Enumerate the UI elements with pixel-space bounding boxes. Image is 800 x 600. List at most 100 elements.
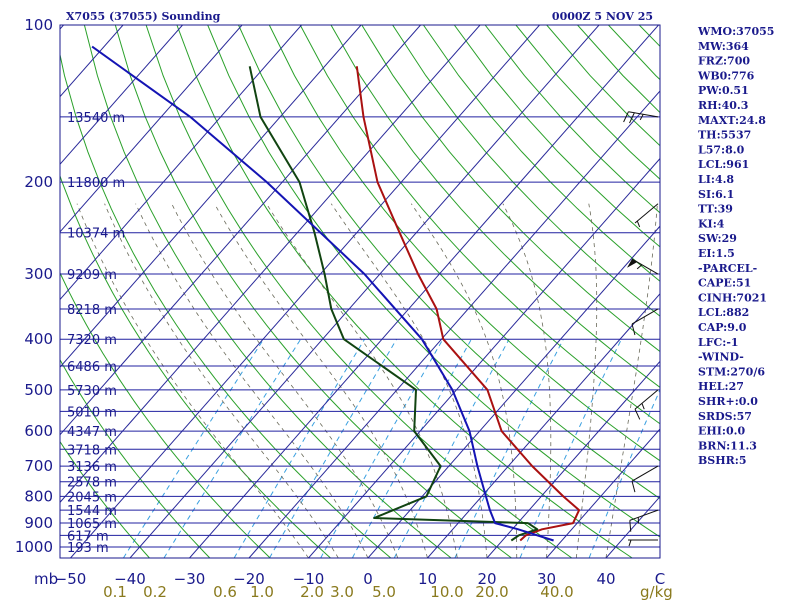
height-label: 4347 m (67, 425, 117, 440)
pressure-tick-label: 500 (24, 381, 53, 399)
wind-barb-flag (634, 408, 641, 420)
wind-barb-flag (623, 111, 629, 123)
dry-adiabat-line (330, 25, 660, 388)
height-label: 13540 m (67, 111, 125, 126)
temperature-tick-label: −10 (293, 570, 325, 588)
stat-line: FRZ:700 (698, 55, 750, 68)
stat-line: RH:40.3 (698, 99, 748, 112)
height-label: 8218 m (67, 303, 117, 318)
plot-border (59, 24, 661, 559)
stat-line: SW:29 (698, 232, 737, 245)
stat-line: MW:364 (698, 40, 749, 53)
stat-line: MAXT:24.8 (698, 114, 766, 127)
height-label: 1065 m (67, 517, 117, 532)
wind-barb-half-flag (628, 539, 632, 547)
isotherm-line (546, 428, 660, 558)
dry-adiabat-line (361, 25, 660, 353)
moist-adiabat-line (214, 203, 428, 558)
stat-line: CINH:7021 (698, 291, 767, 304)
dry-adiabat-line (145, 25, 573, 558)
mixing-ratio-tick-label: 3.0 (330, 583, 354, 600)
pressure-tick-label: 900 (24, 514, 53, 532)
moist-adiabat-line (502, 203, 552, 558)
mixing-ratio-tick-label: 0.1 (103, 583, 127, 600)
wind-barb (627, 258, 659, 275)
mixing-ratio-line (351, 338, 472, 558)
temperature-tick-label: 0 (363, 570, 373, 588)
wind-barb-half-flag (636, 220, 641, 228)
wind-barb-staff (631, 308, 659, 325)
chart-series (91, 45, 581, 542)
height-label: 3136 m (67, 460, 117, 475)
wind-barb (634, 203, 659, 228)
isotherm-line (60, 25, 421, 436)
height-label: 1544 m (67, 504, 117, 519)
mixing-ratio-line (122, 338, 265, 558)
height-label: 617 m (67, 529, 109, 544)
isotherm-line (60, 25, 183, 166)
wind-barb (634, 389, 659, 420)
plot-frame (59, 24, 661, 559)
temperature-tick-label: −20 (233, 570, 265, 588)
wind-barb-half-flag (636, 264, 643, 270)
wind-barb (631, 465, 659, 493)
moist-adiabat-line (410, 203, 518, 558)
dry-adiabat-line (60, 440, 150, 558)
chart-grid (60, 25, 660, 558)
mixing-ratio-unit-label: g/kg (640, 583, 673, 600)
wind-barb (629, 509, 659, 532)
height-label: 3718 m (67, 443, 117, 458)
isotherm-line (308, 157, 660, 558)
height-label: 7320 m (67, 333, 117, 348)
dry-adiabat-line (60, 271, 271, 558)
stat-line: EI:1.5 (698, 247, 735, 260)
isotherm-line (486, 360, 660, 558)
wind-barb-half-flag (641, 403, 645, 410)
pressure-tick-label: 600 (24, 422, 53, 440)
stat-line: HEL:27 (698, 380, 744, 393)
stat-line: CAP:9.0 (698, 321, 747, 334)
isotherm-line (60, 25, 243, 233)
height-label: 5730 m (67, 384, 117, 399)
wind-barb-flag (629, 520, 632, 532)
mixing-ratio-line (519, 338, 622, 558)
wind-barb-flag (631, 480, 636, 493)
temperature-profile-line (355, 66, 581, 542)
stat-line: -PARCEL- (698, 262, 757, 275)
stat-line: TH:5537 (698, 129, 751, 142)
moist-adiabat-line (171, 203, 399, 558)
stat-line: WMO:37055 (697, 25, 774, 38)
stat-line: SI:6.1 (698, 188, 734, 201)
mixing-ratio-tick-label: 5.0 (372, 583, 396, 600)
stat-line: -WIND- (698, 351, 744, 364)
height-label: 5010 m (67, 405, 117, 420)
mixing-ratio-tick-label: 20.0 (475, 583, 508, 600)
moist-adiabat-line (104, 203, 339, 558)
stat-line: STM:270/6 (698, 365, 765, 378)
isotherm-line (70, 25, 540, 558)
isotherm-line (427, 293, 660, 558)
wind-barb-staff (634, 203, 659, 224)
moist-adiabat-line (605, 203, 658, 558)
stat-line: LCL:961 (698, 158, 749, 171)
stat-line: LI:4.8 (698, 173, 734, 186)
pressure-tick-label: 700 (24, 457, 53, 475)
stat-line: LFC:-1 (698, 336, 739, 349)
temperature-tick-label: 20 (477, 570, 496, 588)
height-label: 9209 m (67, 268, 117, 283)
stat-line: EHI:0.0 (698, 425, 745, 438)
stat-line: TT:39 (698, 203, 733, 216)
height-label: 10374 m (67, 227, 125, 242)
dry-adiabat-line (453, 25, 660, 248)
wind-barb-flag (629, 112, 635, 124)
mixing-ratio-line (588, 388, 660, 558)
stat-line: WB0:776 (697, 69, 755, 82)
pressure-tick-label: 400 (24, 330, 53, 348)
isotherm-line (60, 25, 362, 368)
isotherm-line (60, 25, 64, 30)
stat-line: CAPE:51 (698, 277, 751, 290)
stat-line: L57:8.0 (698, 143, 745, 156)
wind-barb (631, 308, 659, 336)
height-label: 2045 m (67, 490, 117, 505)
